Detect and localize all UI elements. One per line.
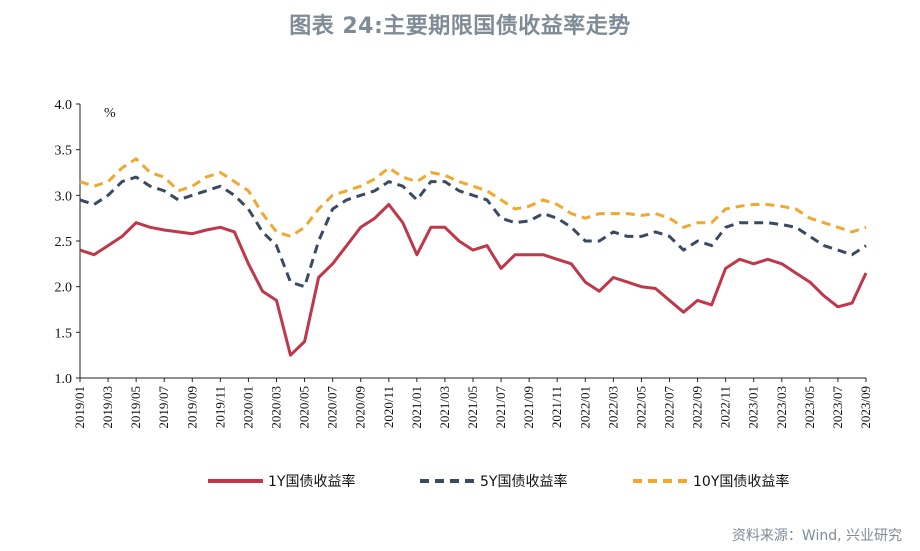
y-tick-label: 4.0 (55, 98, 73, 113)
x-tick-label: 2019/11 (212, 386, 227, 428)
y-axis-unit-label: % (104, 106, 116, 121)
y-tick-label: 2.0 (55, 281, 73, 296)
x-tick-label: 2020/09 (353, 386, 368, 429)
y-tick-label: 3.0 (55, 189, 73, 204)
x-tick-label: 2019/07 (156, 386, 171, 429)
y-tick-label: 1.5 (55, 326, 73, 341)
legend-label-1: 1Y国债收益率 (268, 473, 355, 490)
x-tick-label: 2020/03 (269, 386, 284, 429)
x-tick-label: 2020/01 (240, 386, 255, 429)
x-tick-label: 2022/09 (690, 386, 705, 429)
x-tick-label: 2021/05 (465, 386, 480, 429)
legend-label-3: 10Y国债收益率 (693, 473, 789, 490)
x-tick-label: 2021/07 (493, 386, 508, 429)
x-tick-label: 2020/11 (381, 386, 396, 428)
x-tick-label: 2023/05 (802, 386, 817, 429)
x-tick-label: 2023/07 (830, 386, 845, 429)
source-note: 资料来源：Wind, 兴业研究 (731, 528, 902, 544)
x-tick-label: 2019/09 (184, 386, 199, 429)
x-tick-label: 2023/01 (746, 386, 761, 429)
x-tick-label: 2022/07 (662, 386, 677, 429)
x-tick-label: 2023/09 (858, 386, 873, 429)
chart-title: 图表 24:主要期限国债收益率走势 (289, 14, 631, 39)
series-line-1 (79, 203, 868, 357)
x-tick-label: 2019/03 (100, 386, 115, 429)
legend-label-2: 5Y国债收益率 (480, 473, 567, 490)
x-tick-label: 2022/11 (718, 386, 733, 428)
chart-plot-area (79, 157, 868, 357)
x-tick-label: 2021/11 (549, 386, 564, 428)
x-tick-label: 2019/01 (72, 386, 87, 429)
series-line-3 (79, 157, 867, 238)
y-tick-label: 2.5 (55, 235, 73, 250)
y-tick-label: 1.0 (55, 372, 73, 387)
x-tick-label: 2020/05 (297, 386, 312, 429)
x-tick-label: 2023/03 (774, 386, 789, 429)
series-line-2 (79, 175, 867, 289)
x-tick-label: 2022/03 (605, 386, 620, 429)
y-tick-label: 3.5 (55, 144, 73, 159)
chart-legend: 1Y国债收益率 5Y国债收益率 10Y国债收益率 (208, 473, 789, 490)
x-tick-label: 2021/09 (521, 386, 536, 429)
x-tick-label: 2022/05 (633, 386, 648, 429)
chart-axes: 1.0 1.5 2.0 2.5 3.0 3.5 4.0 2019/01 2019/03 2019/… (55, 98, 874, 429)
x-tick-label: 2021/01 (409, 386, 424, 429)
x-tick-label: 2020/07 (325, 386, 340, 429)
x-tick-label: 2022/01 (577, 386, 592, 429)
x-tick-label: 2019/05 (128, 386, 143, 429)
x-tick-label: 2021/03 (437, 386, 452, 429)
